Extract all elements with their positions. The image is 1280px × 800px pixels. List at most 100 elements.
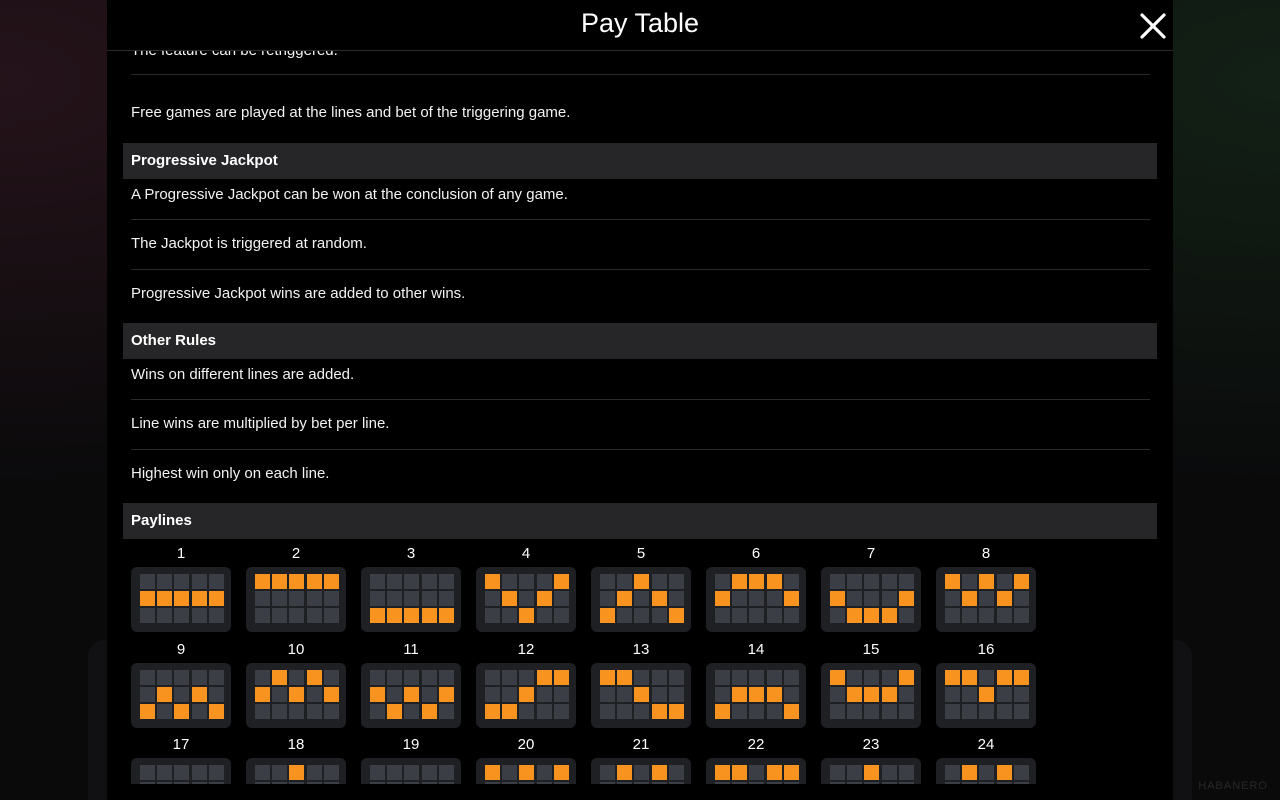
payline-cell — [553, 669, 569, 685]
payline-cell — [502, 703, 518, 719]
rule-row: Free games are played at the lines and b… — [131, 104, 571, 121]
payline-pattern — [476, 662, 576, 728]
payline-cell — [289, 591, 305, 606]
payline-pattern — [591, 662, 691, 728]
payline-cell — [962, 574, 978, 589]
payline-cell — [255, 765, 270, 780]
payline-cell — [864, 669, 880, 685]
rule-row: Wins on different lines are added. — [131, 359, 1150, 400]
rule-row: Line wins are multiplied by bet per line… — [131, 400, 1150, 450]
payline-cell — [881, 703, 897, 719]
payline-cell — [600, 669, 615, 685]
payline-cell — [191, 765, 207, 780]
payline-cell — [485, 765, 500, 780]
payline-number: 7 — [866, 545, 876, 562]
payline-cell — [323, 574, 339, 589]
payline-cell — [208, 703, 224, 719]
payline-cell — [749, 574, 765, 589]
payline-pattern — [476, 567, 576, 632]
payline-cell — [732, 703, 748, 719]
payline-number: 20 — [517, 736, 535, 753]
payline-22: 22 — [706, 736, 806, 784]
payline-cell — [668, 608, 684, 623]
payline-cell — [174, 686, 190, 702]
payline-cell — [191, 686, 207, 702]
payline-cell — [962, 591, 978, 606]
payline-cell — [502, 782, 518, 784]
payline-cell — [536, 608, 552, 623]
payline-cell — [553, 574, 569, 589]
payline-cell — [962, 608, 978, 623]
payline-cell — [898, 669, 914, 685]
payline-1: 1 — [131, 545, 231, 632]
payline-pattern — [361, 567, 461, 632]
payline-pattern — [936, 567, 1036, 632]
payline-pattern — [706, 758, 806, 784]
payline-24: 24 — [936, 736, 1036, 784]
payline-cell — [502, 669, 518, 685]
payline-cell — [536, 591, 552, 606]
payline-cell — [783, 574, 799, 589]
payline-cell — [898, 591, 914, 606]
payline-cell — [289, 669, 305, 685]
payline-cell — [945, 591, 960, 606]
payline-cell — [715, 703, 730, 719]
payline-cell — [783, 669, 799, 685]
payline-cell — [881, 608, 897, 623]
payline-cell — [306, 686, 322, 702]
payline-cell — [979, 574, 995, 589]
payline-cell — [979, 669, 995, 685]
payline-cell — [749, 591, 765, 606]
pay-table-content[interactable]: The feature can be retriggered. Free gam… — [123, 51, 1157, 784]
payline-2: 2 — [246, 545, 346, 632]
payline-cell — [387, 669, 403, 685]
payline-cell — [208, 686, 224, 702]
payline-cell — [208, 574, 224, 589]
payline-cell — [1013, 608, 1029, 623]
payline-cell — [140, 782, 155, 784]
close-button[interactable] — [1139, 12, 1167, 40]
payline-cell — [485, 669, 500, 685]
payline-cell — [732, 574, 748, 589]
payline-pattern — [131, 758, 231, 784]
payline-number: 13 — [632, 640, 650, 658]
payline-cell — [617, 574, 633, 589]
payline-cell — [766, 669, 782, 685]
payline-cell — [600, 765, 615, 780]
payline-cell — [898, 765, 914, 780]
payline-cell — [255, 782, 270, 784]
payline-cell — [1013, 765, 1029, 780]
payline-cell — [272, 686, 288, 702]
payline-cell — [715, 765, 730, 780]
payline-cell — [847, 782, 863, 784]
payline-cell — [898, 608, 914, 623]
payline-cell — [749, 686, 765, 702]
payline-20: 20 — [476, 736, 576, 784]
payline-cell — [157, 669, 173, 685]
payline-cell — [370, 669, 385, 685]
payline-cell — [485, 686, 500, 702]
payline-13: 13 — [591, 641, 691, 728]
payline-cell — [962, 765, 978, 780]
payline-cell — [783, 703, 799, 719]
payline-cell — [732, 765, 748, 780]
payline-cell — [255, 703, 270, 719]
payline-cell — [766, 686, 782, 702]
payline-cell — [519, 686, 535, 702]
rule-row: The Jackpot is triggered at random. — [131, 220, 1150, 270]
payline-cell — [519, 574, 535, 589]
payline-cell — [651, 608, 667, 623]
payline-cell — [404, 782, 420, 784]
page-title: Pay Table — [580, 8, 700, 38]
payline-cell — [830, 669, 845, 685]
payline-cell — [174, 608, 190, 623]
payline-cell — [421, 686, 437, 702]
payline-cell — [519, 765, 535, 780]
payline-19: 19 — [361, 736, 461, 784]
payline-cell — [617, 669, 633, 685]
payline-cell — [766, 782, 782, 784]
payline-cell — [732, 782, 748, 784]
payline-cell — [157, 608, 173, 623]
payline-12: 12 — [476, 641, 576, 728]
payline-cell — [140, 703, 155, 719]
